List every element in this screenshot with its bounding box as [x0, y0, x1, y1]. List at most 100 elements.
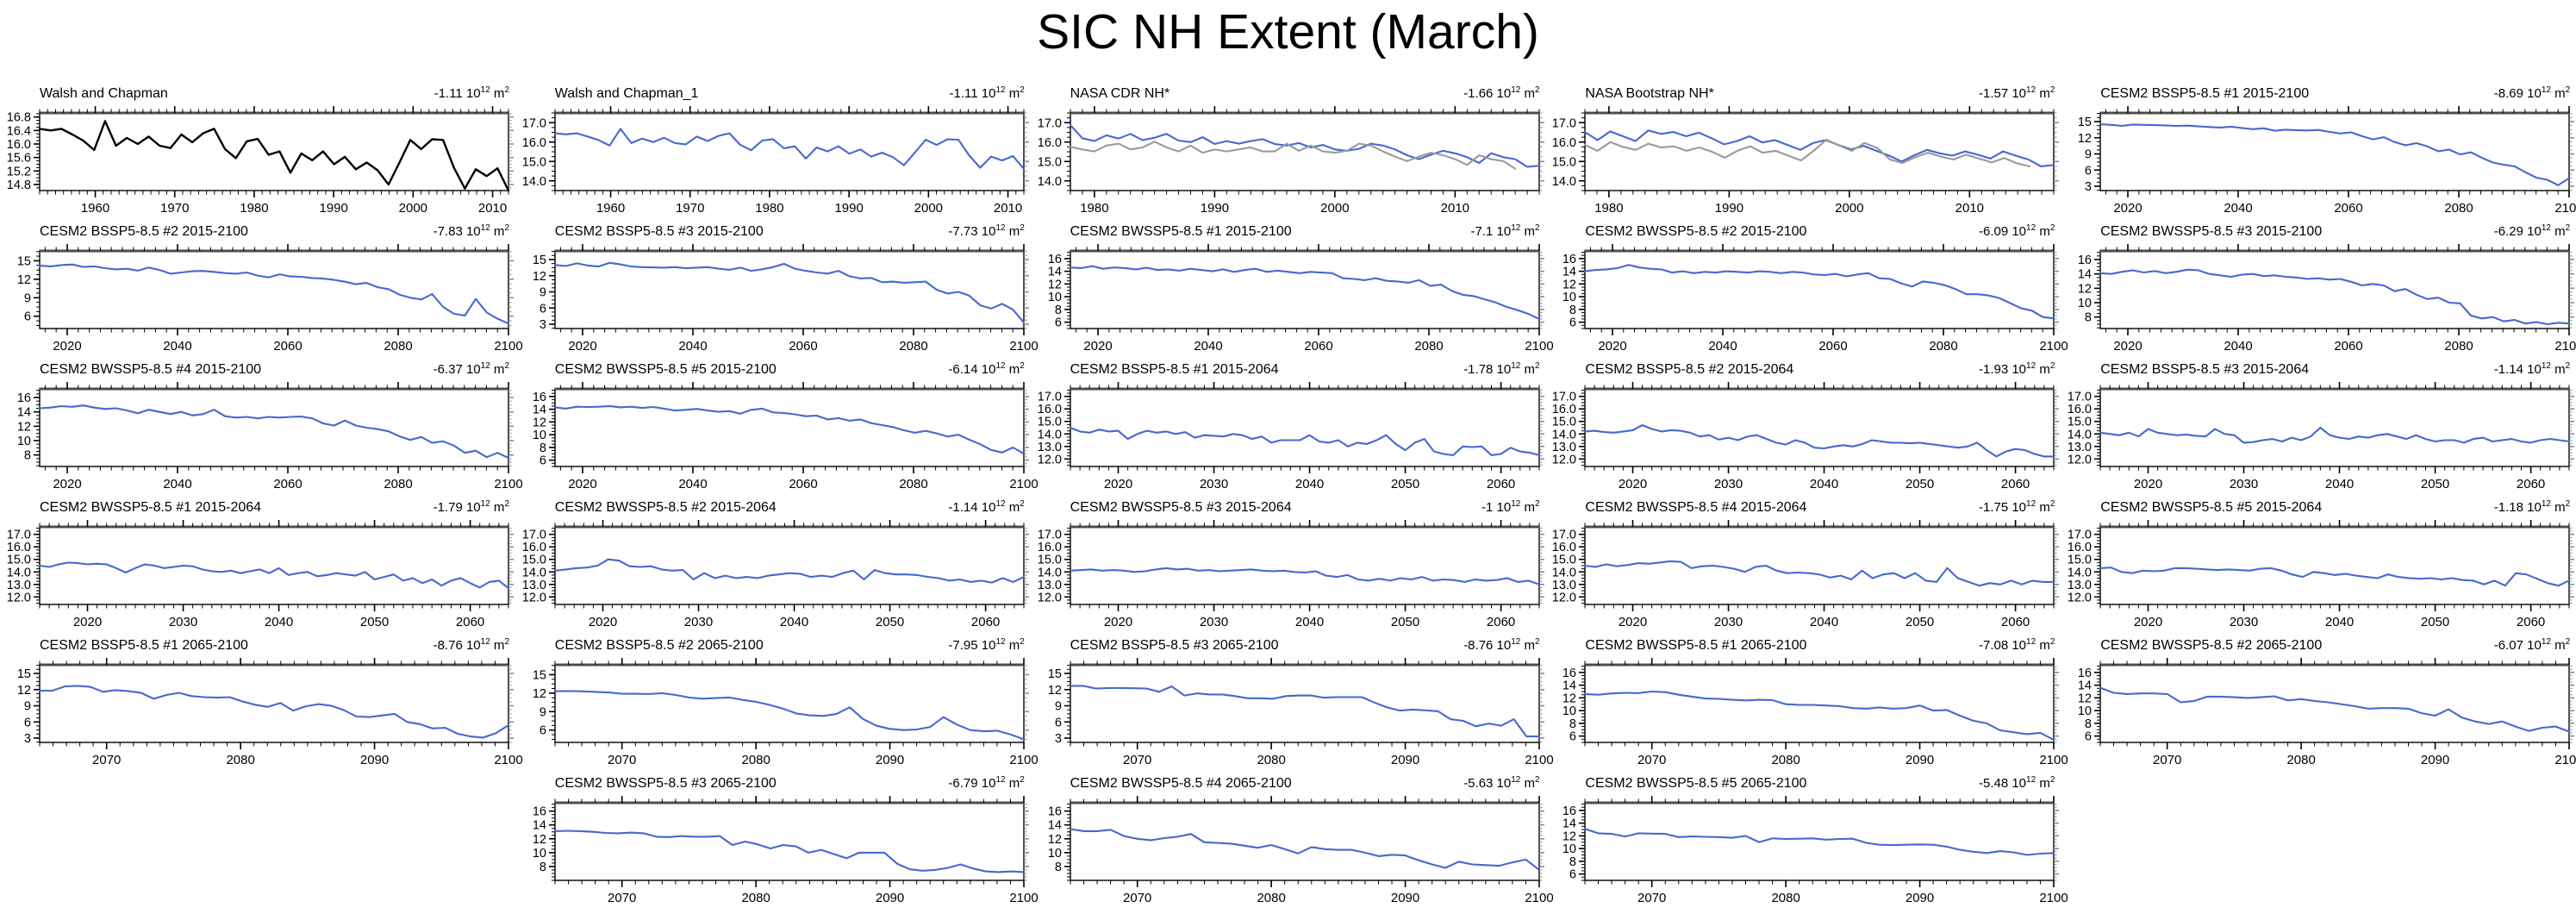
svg-text:6: 6: [1055, 716, 1062, 729]
svg-text:2080: 2080: [1414, 339, 1443, 354]
svg-text:9: 9: [24, 291, 31, 305]
svg-text:9: 9: [1055, 700, 1062, 714]
svg-text:2080: 2080: [226, 753, 254, 767]
svg-text:9: 9: [2085, 148, 2092, 162]
svg-text:14.0: 14.0: [7, 566, 31, 579]
chart-panel: CESM2 BSSP5-8.5 #2 2015-2064 -1.93 1012 m…: [1545, 359, 2060, 497]
svg-text:2060: 2060: [456, 615, 484, 629]
panel-plot: 14.0 15.0 16.0 17.0 1980 1990 2000 2010: [1552, 106, 2060, 216]
svg-text:2020: 2020: [589, 615, 617, 629]
svg-text:2020: 2020: [2114, 339, 2143, 354]
data-line-extent: [1069, 828, 1540, 871]
chart-panel: CESM2 BWSSP5-8.5 #2 2065-2100 -6.07 1012 …: [2061, 635, 2576, 773]
svg-text:13.0: 13.0: [7, 579, 31, 592]
svg-text:13.0: 13.0: [1552, 579, 1576, 592]
svg-text:2030: 2030: [169, 615, 197, 629]
svg-text:16: 16: [2078, 667, 2092, 680]
panel-title: CESM2 BWSSP5-8.5 #1 2015-2100: [1070, 224, 1292, 239]
svg-text:16.0: 16.0: [2068, 403, 2092, 416]
svg-text:2050: 2050: [1905, 615, 1934, 629]
chart-panel: CESM2 BSSP5-8.5 #1 2065-2100 -8.76 1012 m…: [0, 635, 523, 773]
svg-text:16.0: 16.0: [1552, 403, 1576, 416]
svg-text:2100: 2100: [2040, 339, 2068, 354]
svg-text:2010: 2010: [478, 201, 507, 216]
svg-text:14: 14: [1562, 679, 1576, 693]
svg-text:2100: 2100: [1009, 477, 1038, 491]
svg-text:12.0: 12.0: [1037, 453, 1061, 466]
svg-text:12: 12: [1047, 278, 1061, 291]
svg-text:2100: 2100: [1525, 753, 1553, 767]
svg-text:2060: 2060: [273, 339, 302, 354]
panel-title: CESM2 BSSP5-8.5 #3 2065-2100: [1070, 638, 1279, 653]
svg-text:8: 8: [1055, 861, 1062, 874]
svg-text:16: 16: [1562, 253, 1576, 266]
svg-text:6: 6: [24, 310, 31, 324]
svg-text:2060: 2060: [273, 477, 302, 491]
svg-text:16.0: 16.0: [522, 136, 546, 150]
panel-title: CESM2 BSSP5-8.5 #2 2015-2100: [40, 224, 248, 239]
svg-text:1990: 1990: [1200, 201, 1228, 216]
svg-text:10: 10: [1562, 842, 1576, 856]
svg-text:6: 6: [540, 454, 546, 468]
svg-text:2040: 2040: [2224, 339, 2253, 354]
svg-text:16.0: 16.0: [2068, 541, 2092, 554]
svg-text:2000: 2000: [1836, 201, 1864, 216]
panel-trend-value: -5.63 1012 m2: [1463, 775, 1540, 791]
svg-text:2010: 2010: [994, 201, 1022, 216]
svg-text:2000: 2000: [399, 201, 427, 216]
chart-panel: CESM2 BSSP5-8.5 #2 2065-2100 -7.95 1012 m…: [515, 635, 1039, 773]
panel-title: CESM2 BWSSP5-8.5 #4 2015-2100: [40, 362, 262, 377]
panel-header: CESM2 BWSSP5-8.5 #2 2015-2064 -1.14 1012 …: [515, 497, 1029, 516]
panel-title: CESM2 BWSSP5-8.5 #3 2015-2100: [2100, 224, 2323, 239]
svg-text:2040: 2040: [1810, 615, 1838, 629]
svg-text:2040: 2040: [163, 477, 191, 491]
panel-title: CESM2 BWSSP5-8.5 #1 2065-2100: [1585, 638, 1807, 653]
svg-text:14.0: 14.0: [2068, 566, 2092, 579]
svg-text:1990: 1990: [319, 201, 347, 216]
svg-text:6: 6: [1055, 316, 1062, 330]
svg-text:2020: 2020: [2134, 477, 2162, 491]
svg-text:2100: 2100: [494, 339, 522, 354]
panel-plot: 12.013.014.015.016.017.0 2020 2030 2040 2050…: [1552, 382, 2060, 491]
data-line-extent: [553, 261, 1025, 324]
chart-panel: Walsh and Chapman_1 -1.11 1012 m2 14.0 15.0…: [515, 83, 1029, 221]
chart-panel: CESM2 BSSP5-8.5 #2 2015-2100 -7.83 1012 m…: [0, 221, 523, 359]
svg-text:2080: 2080: [384, 477, 412, 491]
svg-text:15.0: 15.0: [7, 554, 31, 567]
svg-text:14: 14: [1562, 266, 1576, 279]
svg-text:14.0: 14.0: [1552, 428, 1576, 441]
svg-text:16.0: 16.0: [1037, 403, 1061, 416]
svg-text:13.0: 13.0: [1037, 441, 1061, 454]
panel-title: CESM2 BWSSP5-8.5 #5 2015-2064: [2100, 500, 2323, 515]
svg-text:12: 12: [533, 687, 546, 701]
svg-text:2080: 2080: [899, 477, 927, 491]
panel-header: CESM2 BWSSP5-8.5 #5 2015-2100 -6.14 1012 …: [515, 359, 1029, 378]
data-line-extent: [553, 829, 1025, 873]
chart-panel: CESM2 BWSSP5-8.5 #5 2015-2100 -6.14 1012 …: [515, 359, 1039, 497]
svg-text:16: 16: [17, 391, 31, 405]
svg-text:2080: 2080: [1930, 339, 1958, 354]
chart-panel: CESM2 BWSSP5-8.5 #4 2015-2100 -6.37 1012 …: [0, 359, 523, 497]
svg-text:2100: 2100: [1525, 339, 1553, 354]
data-line-extent: [2099, 123, 2571, 186]
svg-text:2060: 2060: [2001, 615, 2030, 629]
panel-plot: 3 6 9 12 15 2020 2040 2060 2080 2100: [533, 244, 1038, 354]
svg-text:17.0: 17.0: [2068, 391, 2092, 404]
svg-text:17.0: 17.0: [1552, 116, 1576, 130]
panel-header: CESM2 BWSSP5-8.5 #1 2015-2100 -7.1 1012 m…: [1031, 221, 1544, 240]
panel-header: CESM2 BWSSP5-8.5 #2 2015-2100 -6.09 1012 …: [1545, 221, 2059, 240]
panel-header: CESM2 BWSSP5-8.5 #4 2065-2100 -5.63 1012 …: [1031, 773, 1544, 792]
panel-title: NASA Bootstrap NH*: [1585, 86, 1714, 101]
svg-text:2090: 2090: [876, 891, 904, 905]
panel-header: CESM2 BSSP5-8.5 #1 2015-2064 -1.78 1012 m…: [1031, 359, 1544, 378]
svg-text:12: 12: [17, 420, 31, 434]
svg-text:16.0: 16.0: [1037, 541, 1061, 554]
svg-text:2060: 2060: [2517, 477, 2545, 491]
svg-text:12: 12: [1047, 833, 1061, 847]
svg-text:2090: 2090: [360, 753, 389, 767]
